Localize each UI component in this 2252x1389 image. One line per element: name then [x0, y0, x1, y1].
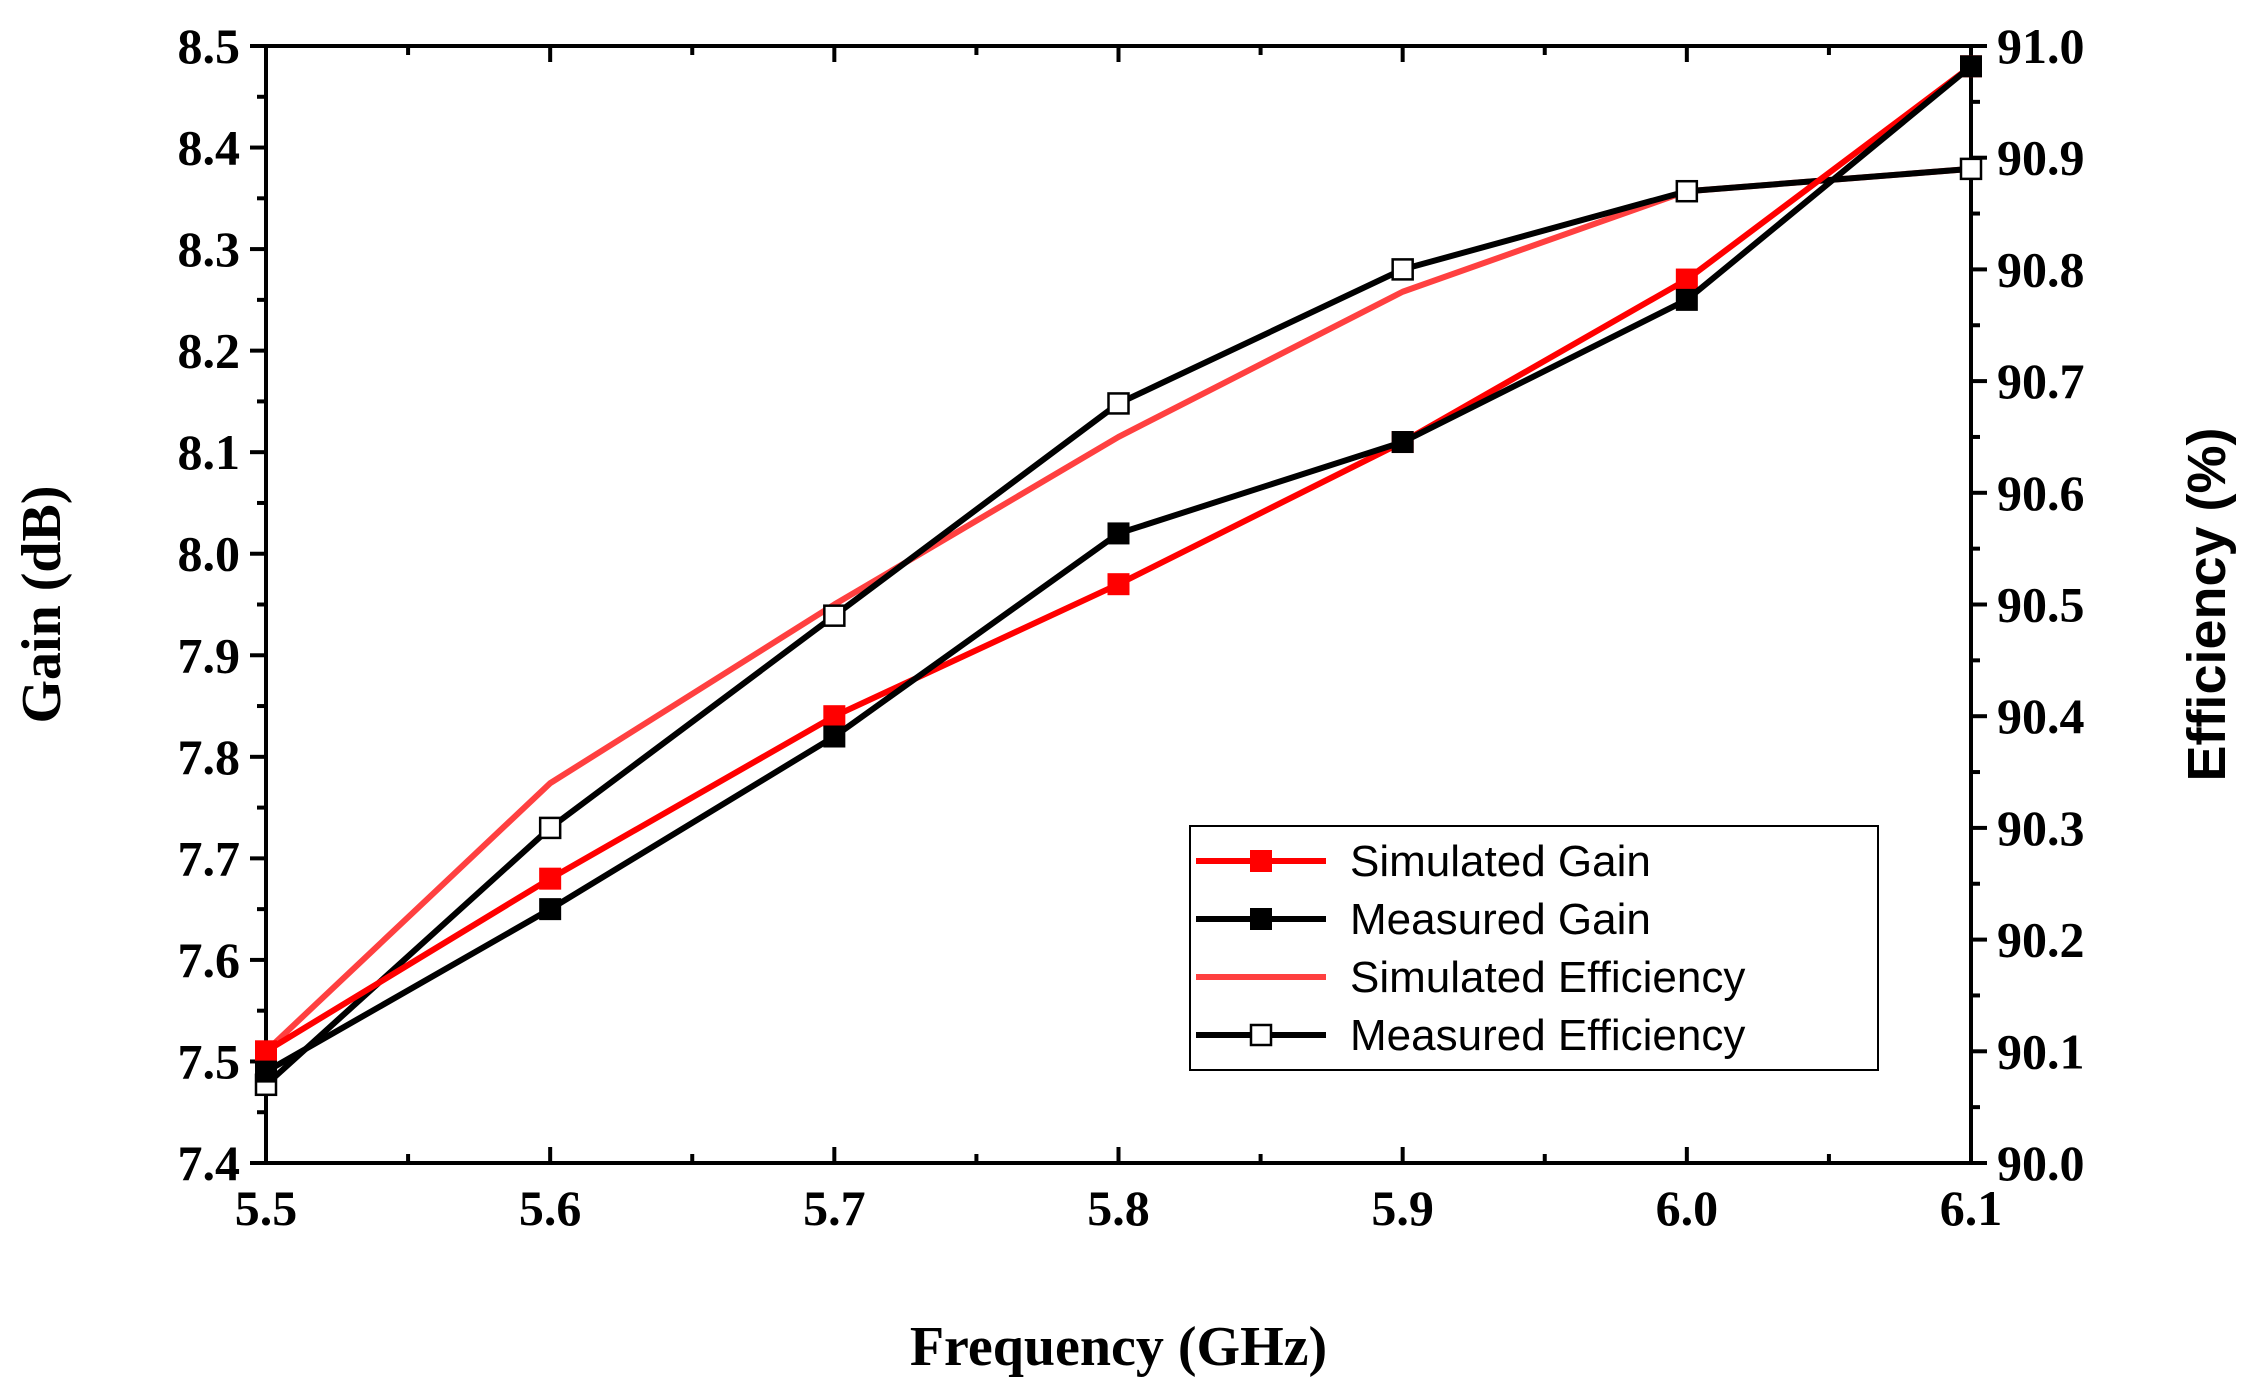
y-left-tick-label: 8.3: [178, 221, 241, 277]
measured-efficiency-point: [1675, 179, 1699, 203]
simulated-gain-point: [823, 705, 846, 728]
y-left-tick-label: 7.7: [178, 830, 241, 886]
simulated-gain-point: [1107, 573, 1130, 596]
measured-efficiency-point: [1959, 157, 1983, 181]
y-left-tick-label: 8.2: [178, 323, 241, 379]
x-tick-label: 5.7: [803, 1180, 866, 1236]
y-left-tick-label: 7.9: [178, 627, 241, 683]
x-tick-label: 5.9: [1371, 1180, 1434, 1236]
legend-marker-measured-efficiency: [1249, 1023, 1273, 1047]
legend-marker-simulated-gain: [1250, 850, 1272, 872]
measured-efficiency-point: [538, 816, 562, 840]
y-right-tick-label: 90.3: [1997, 800, 2085, 856]
measured-efficiency-point: [823, 604, 846, 627]
x-tick-label: 5.5: [235, 1180, 298, 1236]
measured-gain-point: [255, 1060, 277, 1083]
simulated-gain-point: [539, 867, 562, 890]
x-tick-label: 6.1: [1940, 1180, 2003, 1236]
measured-gain-point: [823, 725, 846, 748]
x-axis-title: Frequency (GHz): [910, 1316, 1327, 1378]
measured-gain-point: [1107, 522, 1130, 545]
legend-label: Simulated Efficiency: [1350, 953, 1745, 1002]
y-left-tick-label: 7.6: [178, 932, 241, 988]
x-tick-label: 5.6: [519, 1180, 582, 1236]
y-left-tick-label: 8.5: [178, 18, 241, 74]
y-right-tick-label: 90.1: [1997, 1023, 2085, 1079]
y-left-tick-label: 7.8: [178, 729, 241, 785]
plot-area: [254, 55, 1983, 1097]
legend-box: [1189, 825, 1879, 1071]
y-right-tick-label: 90.4: [1997, 688, 2085, 744]
measured-gain-point: [539, 898, 562, 921]
simulated-gain-point: [1675, 268, 1698, 291]
legend-label: Simulated Gain: [1350, 837, 1651, 886]
y-right-tick-label: 90.5: [1997, 577, 2085, 633]
simulated-gain-point: [255, 1040, 277, 1063]
measured-gain-point: [1391, 431, 1414, 454]
legend-label: Measured Efficiency: [1350, 1011, 1745, 1060]
y-right-tick-label: 90.6: [1997, 465, 2085, 521]
x-tick-label: 6.0: [1656, 1180, 1719, 1236]
legend-label: Measured Gain: [1350, 895, 1651, 944]
measured-gain-point: [1675, 288, 1698, 311]
legend-marker-measured-gain: [1250, 908, 1272, 930]
y-right-axis-title: Efficiency (%): [2177, 427, 2237, 781]
measured-efficiency-point: [1391, 258, 1414, 281]
y-left-tick-label: 8.4: [178, 120, 241, 176]
y-right-tick-label: 90.9: [1997, 130, 2085, 186]
measured-gain-point: [1960, 55, 1982, 78]
measured-efficiency-point: [1107, 392, 1130, 415]
y-left-tick-label: 8.1: [178, 424, 241, 480]
y-right-tick-label: 91.0: [1997, 18, 2085, 74]
y-left-tick-label: 8.0: [178, 526, 241, 582]
x-tick-label: 5.8: [1087, 1180, 1150, 1236]
y-right-tick-label: 90.2: [1997, 912, 2085, 968]
axes: 5.5 5.6 5.7 5.8 5.9 6.0 6.1 7.4 7.5 7.6 7.7 7.8 7.9 8…: [11, 18, 2237, 1378]
y-left-axis-title: Gain (dB): [11, 485, 73, 723]
y-right-tick-label: 90.7: [1997, 353, 2085, 409]
y-right-tick-label: 90.0: [1997, 1135, 2085, 1191]
y-left-tick-label: 7.4: [178, 1135, 241, 1191]
y-right-tick-label: 90.8: [1997, 241, 2085, 297]
y-left-tick-label: 7.5: [178, 1033, 241, 1089]
legend: Simulated Gain Measured Gain Simulated Eff…: [1189, 825, 1879, 1071]
